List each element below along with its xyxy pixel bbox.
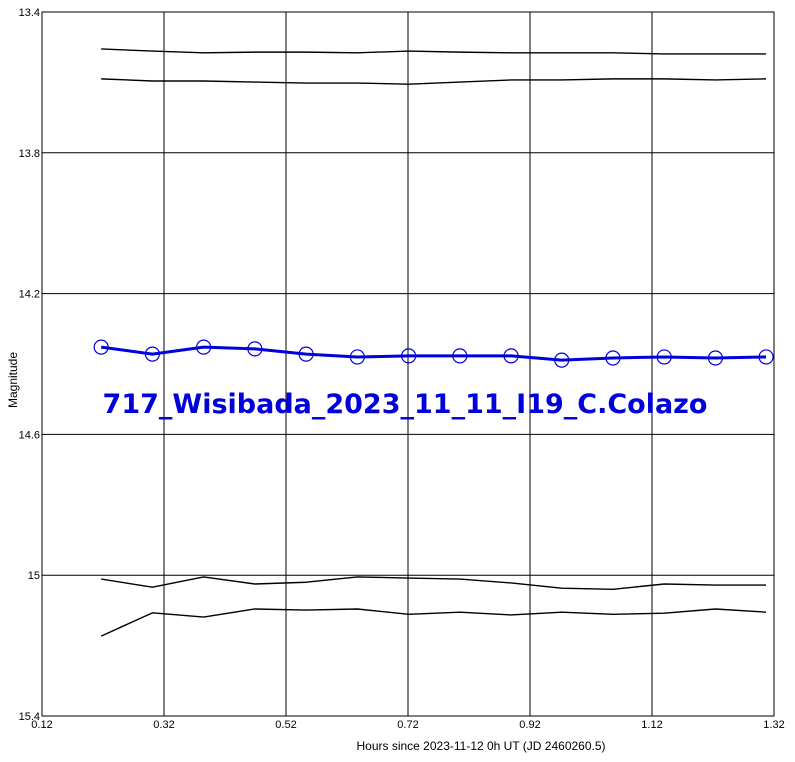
annotation: 717_Wisibada_2023_11_11_I19_C.Colazo xyxy=(103,389,708,420)
point-marker xyxy=(554,352,570,368)
series-line xyxy=(101,78,767,85)
x-tick-label: 1.12 xyxy=(641,719,662,731)
point-marker xyxy=(247,341,263,357)
point-marker xyxy=(401,348,417,364)
x-tick-label: 0.32 xyxy=(153,719,174,731)
y-tick-label: 15 xyxy=(28,570,40,582)
point-marker xyxy=(605,350,621,366)
x-tick-label: 0.92 xyxy=(519,719,540,731)
y-tick-label: 14.2 xyxy=(19,289,40,301)
series-line xyxy=(100,608,767,637)
point-marker xyxy=(196,339,212,355)
point-marker xyxy=(656,349,672,365)
x-tick-label: 0.52 xyxy=(275,719,296,731)
y-tick-label: 13.8 xyxy=(19,148,40,160)
point-marker xyxy=(144,346,161,362)
point-marker xyxy=(298,346,314,362)
x-tick-label: 0.72 xyxy=(397,719,418,731)
point-marker xyxy=(93,339,109,355)
series-line xyxy=(101,576,767,590)
x-tick-label: 0.12 xyxy=(31,719,52,731)
x-axis-label: Hours since 2023-11-12 0h UT (JD 2460260… xyxy=(356,739,605,753)
y-tick-label: 14.6 xyxy=(19,429,40,441)
point-marker xyxy=(707,350,724,366)
y-tick-label: 15.4 xyxy=(19,711,40,723)
point-marker xyxy=(503,348,519,364)
point-marker xyxy=(349,349,365,365)
series-line xyxy=(100,345,767,362)
point-marker xyxy=(452,348,468,364)
y-tick-label: 13.4 xyxy=(19,7,40,19)
series-line xyxy=(101,48,767,55)
x-tick-label: 1.32 xyxy=(763,719,784,731)
y-axis-label: Magnitude xyxy=(6,352,20,408)
point-marker xyxy=(758,349,774,365)
